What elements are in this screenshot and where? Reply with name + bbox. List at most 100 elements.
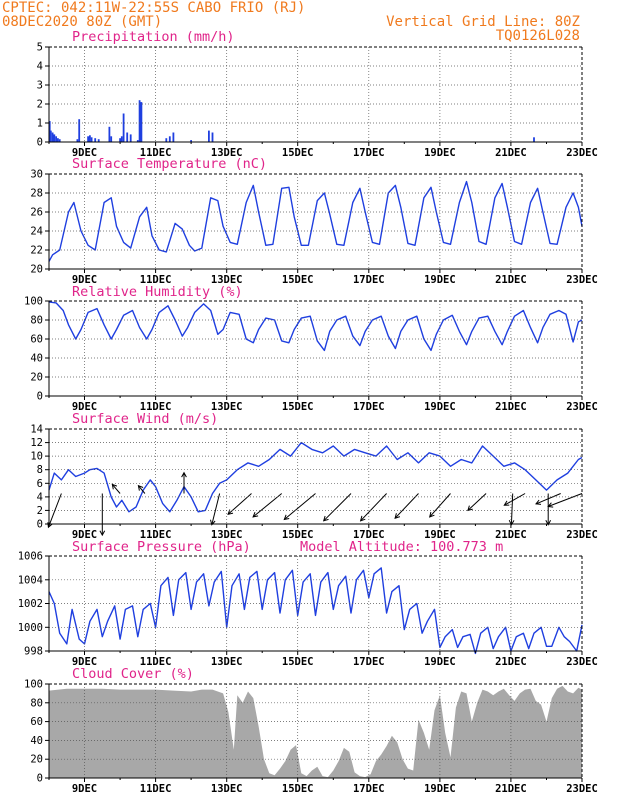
x-tick-label: 11DEC <box>140 656 172 668</box>
wind-arrow <box>323 493 352 522</box>
wind-arrow <box>47 493 62 528</box>
y-tick-label: 2 <box>37 99 43 111</box>
wind-arrow-head <box>283 514 290 521</box>
x-tick-label: 21DEC <box>495 783 527 795</box>
y-tick-label: 80 <box>30 315 43 327</box>
x-tick-label: 21DEC <box>495 274 527 286</box>
y-tick-label: 1 <box>37 118 43 130</box>
x-tick-label: 9DEC <box>72 783 97 795</box>
wind-arrow <box>510 493 514 525</box>
x-tick-label: 9DEC <box>72 401 97 413</box>
header-date: 08DEC2020 80Z (GMT) <box>2 14 162 30</box>
wind-arrow <box>394 493 419 519</box>
x-tick-label: 15DEC <box>282 401 314 413</box>
wind-arrow-head <box>227 509 234 516</box>
header-station: CPTEC: 042:11W-22:55S CABO FRIO (RJ) <box>2 0 305 16</box>
x-tick-label: 23DEC <box>566 401 598 413</box>
x-tick-label: 21DEC <box>495 529 527 541</box>
wind-arrow-head <box>181 471 187 478</box>
x-tick-label: 19DEC <box>424 656 456 668</box>
precipitation-bar <box>57 138 59 142</box>
wind-arrow <box>111 484 121 494</box>
x-tick-label: 15DEC <box>282 656 314 668</box>
x-tick-label: 13DEC <box>211 147 243 159</box>
precipitation-bar <box>58 139 61 142</box>
x-tick-label: 19DEC <box>424 147 456 159</box>
wind-arrow-head <box>137 484 144 491</box>
x-tick-label: 21DEC <box>495 147 527 159</box>
relative-humidity-title: Relative Humidity (%) <box>72 284 243 300</box>
precipitation-bar <box>89 135 91 142</box>
precipitation-bar <box>49 130 52 142</box>
y-tick-label: 998 <box>24 646 43 658</box>
y-tick-label: 10 <box>30 451 43 463</box>
wind-arrow-head <box>428 511 435 518</box>
precipitation-bar <box>90 137 93 143</box>
wind-arrow-head <box>252 512 259 518</box>
pressure-line <box>48 567 583 655</box>
precipitation-bar <box>120 136 123 142</box>
x-tick-label: 11DEC <box>140 529 172 541</box>
precipitation-bar <box>53 134 56 142</box>
y-tick-label: 20 <box>30 754 43 766</box>
precipitation-bar <box>110 136 113 142</box>
x-tick-label: 19DEC <box>424 401 456 413</box>
precipitation-bar <box>211 132 214 142</box>
y-tick-label: 1000 <box>18 622 43 634</box>
panel-surface-pressure: 998 1000 1002 1004 1006 9DEC 11DEC 13DEC 15DEC 17… <box>18 539 598 668</box>
y-tick-label: 1004 <box>18 574 43 586</box>
temperature-line <box>48 180 583 262</box>
panel-cloud-cover: 0 20 40 60 80 100 9DEC 11DEC 13DEC 15DEC 17DEC 19DE… <box>24 666 598 795</box>
y-tick-label: 28 <box>30 188 43 200</box>
wind-arrow <box>504 493 526 506</box>
cloud-cover-area <box>49 685 582 778</box>
x-tick-label: 17DEC <box>353 147 385 159</box>
precipitation-bar <box>190 140 192 142</box>
wind-arrow-head <box>210 519 216 526</box>
x-tick-label: 13DEC <box>211 401 243 413</box>
panel-surface-temperature: 20 22 24 26 28 30 9DEC 11DEC 13DEC 15DEC 17DEC 19DE… <box>30 156 597 286</box>
x-tick-label: 13DEC <box>211 529 243 541</box>
x-tick-label: 17DEC <box>353 274 385 286</box>
y-tick-label: 60 <box>30 716 43 728</box>
cloud-cover-title: Cloud Cover (%) <box>72 666 194 682</box>
header-grid-line: Vertical Grid Line: 80Z <box>386 14 580 30</box>
x-tick-label: 23DEC <box>566 529 598 541</box>
y-tick-label: 20 <box>30 264 43 276</box>
y-tick-label: 6 <box>37 478 43 490</box>
x-tick-label: 21DEC <box>495 401 527 413</box>
y-tick-label: 26 <box>30 207 43 219</box>
y-tick-label: 24 <box>30 226 43 238</box>
x-tick-label: 9DEC <box>72 147 97 159</box>
y-tick-label: 1002 <box>18 598 43 610</box>
x-tick-label: 19DEC <box>424 529 456 541</box>
y-tick-label: 20 <box>30 372 43 384</box>
x-tick-label: 9DEC <box>72 656 97 668</box>
precipitation-bar <box>129 134 132 142</box>
x-tick-label: 21DEC <box>495 656 527 668</box>
precipitation-bar <box>168 136 171 142</box>
x-tick-label: 17DEC <box>353 656 385 668</box>
y-tick-label: 1006 <box>18 551 43 563</box>
precipitation-bar <box>97 139 100 142</box>
x-tick-label: 19DEC <box>424 274 456 286</box>
panel-precipitation: 0 1 2 3 4 5 9DEC 11DEC 13DEC 15DEC 17DEC 19DEC 21DEC… <box>37 29 598 159</box>
y-tick-label: 22 <box>30 245 43 257</box>
wind-arrow <box>360 493 387 522</box>
humidity-line <box>48 301 583 352</box>
surface-wind-title: Surface Wind (m/s) <box>72 411 218 427</box>
x-tick-label: 17DEC <box>353 529 385 541</box>
x-tick-label: 17DEC <box>353 401 385 413</box>
wind-arrow-head <box>545 520 552 526</box>
precipitation-bar <box>126 132 129 142</box>
x-tick-label: 11DEC <box>140 401 172 413</box>
y-tick-label: 3 <box>37 80 43 92</box>
y-tick-label: 8 <box>37 464 43 476</box>
x-tick-label: 23DEC <box>566 147 598 159</box>
precipitation-bar <box>208 130 210 142</box>
x-tick-label: 23DEC <box>566 783 598 795</box>
x-tick-label: 23DEC <box>566 656 598 668</box>
surface-temperature-title: Surface Temperature (nC) <box>72 156 267 172</box>
precipitation-bar <box>122 113 125 142</box>
